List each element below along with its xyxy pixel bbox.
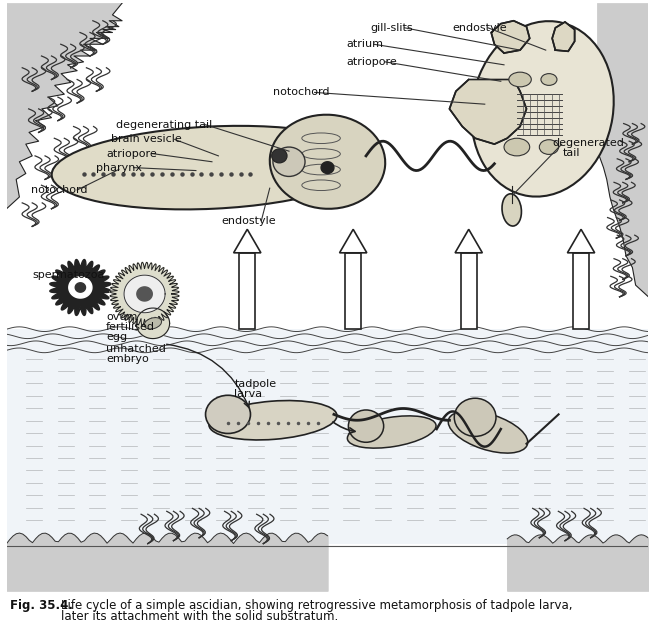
Text: degenerated: degenerated: [552, 138, 624, 148]
Text: endostyle: endostyle: [453, 22, 507, 32]
Text: notochord: notochord: [273, 88, 329, 98]
Text: spermatozoa: spermatozoa: [32, 270, 105, 280]
Ellipse shape: [347, 416, 436, 448]
Polygon shape: [321, 162, 334, 174]
Text: endostyle: endostyle: [221, 216, 276, 226]
Polygon shape: [124, 275, 165, 312]
Polygon shape: [7, 329, 648, 544]
Polygon shape: [597, 3, 648, 544]
Polygon shape: [137, 287, 152, 301]
Polygon shape: [449, 79, 527, 144]
Text: atriopore: atriopore: [106, 149, 157, 159]
Polygon shape: [7, 3, 122, 544]
Polygon shape: [110, 262, 179, 326]
Ellipse shape: [144, 318, 162, 329]
Ellipse shape: [455, 398, 496, 436]
Polygon shape: [460, 253, 477, 329]
Circle shape: [272, 149, 287, 163]
Ellipse shape: [504, 138, 530, 156]
Text: atriopore: atriopore: [346, 57, 398, 67]
Ellipse shape: [509, 72, 531, 87]
Ellipse shape: [206, 395, 250, 434]
Polygon shape: [552, 22, 574, 51]
Text: tadpole: tadpole: [234, 379, 276, 389]
Ellipse shape: [539, 140, 559, 154]
Text: atrium: atrium: [346, 39, 384, 49]
Ellipse shape: [472, 21, 614, 197]
Polygon shape: [567, 229, 595, 253]
Polygon shape: [491, 21, 530, 53]
Text: embryo: embryo: [106, 354, 149, 364]
Polygon shape: [239, 253, 255, 329]
Text: brain vesicle: brain vesicle: [111, 134, 182, 144]
Text: ovum: ovum: [106, 312, 138, 322]
Text: egg: egg: [106, 332, 127, 342]
Ellipse shape: [448, 411, 528, 453]
Text: tail: tail: [563, 148, 580, 158]
Polygon shape: [69, 277, 92, 298]
Text: gill-slits: gill-slits: [371, 22, 413, 32]
Ellipse shape: [52, 126, 372, 209]
Text: later its attachment with the solid substratum.: later its attachment with the solid subs…: [61, 609, 338, 622]
Text: notochord: notochord: [31, 185, 87, 195]
Circle shape: [273, 147, 305, 176]
Polygon shape: [136, 308, 170, 339]
Ellipse shape: [209, 401, 337, 440]
Text: fertilised: fertilised: [106, 322, 155, 332]
Text: degenerating tail: degenerating tail: [116, 121, 212, 131]
Text: unhatched: unhatched: [106, 344, 166, 354]
Ellipse shape: [502, 194, 521, 226]
Text: Fig. 35.4.: Fig. 35.4.: [10, 599, 73, 612]
Text: pharynx: pharynx: [96, 162, 142, 172]
Polygon shape: [50, 259, 111, 316]
Ellipse shape: [348, 410, 384, 442]
Polygon shape: [573, 253, 589, 329]
Ellipse shape: [541, 74, 557, 86]
Polygon shape: [455, 229, 482, 253]
Ellipse shape: [270, 115, 385, 209]
Polygon shape: [345, 253, 361, 329]
Polygon shape: [75, 282, 86, 292]
Polygon shape: [234, 229, 261, 253]
Polygon shape: [339, 229, 367, 253]
Text: larva: larva: [234, 389, 263, 399]
Text: Life cycle of a simple ascidian, showing retrogressive metamorphosis of tadpole : Life cycle of a simple ascidian, showing…: [61, 599, 572, 612]
